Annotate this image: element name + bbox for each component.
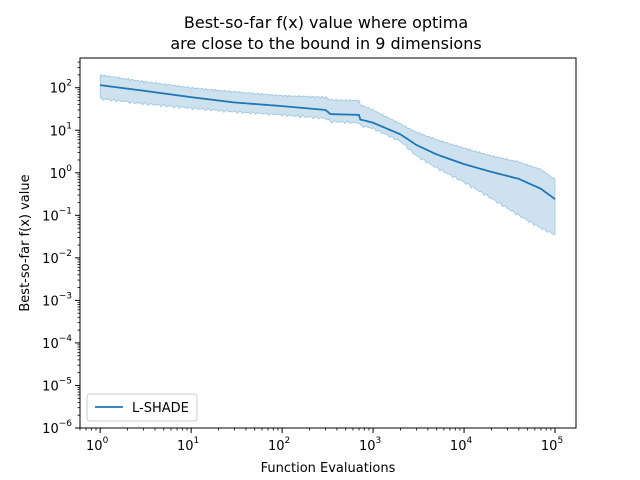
x-tick-label: 103 xyxy=(359,436,381,454)
chart-title-line-1: Best-so-far f(x) value where optima xyxy=(184,13,468,32)
x-tick-label: 101 xyxy=(177,436,199,454)
y-tick-label: 10−2 xyxy=(42,249,72,267)
series-band-0 xyxy=(99,74,556,236)
y-axis-label: Best-so-far f(x) value xyxy=(18,174,33,311)
legend-label-l-shade: L-SHADE xyxy=(132,401,189,416)
chart-title-line-2: are close to the bound in 9 dimensions xyxy=(170,34,481,53)
legend-box xyxy=(86,393,198,422)
y-tick-label: 10−3 xyxy=(42,291,72,309)
y-tick-label: 101 xyxy=(50,121,72,139)
x-axis: 100 101 102 103 104 105 xyxy=(79,428,563,454)
y-tick-label: 10−6 xyxy=(42,419,72,437)
legend: L-SHADE xyxy=(86,393,198,422)
x-tick-label: 104 xyxy=(450,436,473,454)
x-tick-label: 102 xyxy=(268,436,290,454)
y-tick-label: 10−4 xyxy=(42,334,72,352)
x-tick-label: 105 xyxy=(541,436,563,454)
y-tick-label: 100 xyxy=(50,164,73,182)
y-tick-label: 10−1 xyxy=(42,206,72,224)
y-axis: 102 101 100 10−1 10−2 10−3 10−4 10−5 10−6 xyxy=(42,61,80,437)
y-tick-label: 10−5 xyxy=(42,376,72,394)
plot-area xyxy=(99,74,556,236)
series-line-0 xyxy=(100,84,556,200)
x-axis-label: Function Evaluations xyxy=(261,461,396,476)
plot-frame xyxy=(79,57,577,429)
y-tick-label: 102 xyxy=(50,79,72,97)
x-tick-label: 100 xyxy=(86,436,109,454)
